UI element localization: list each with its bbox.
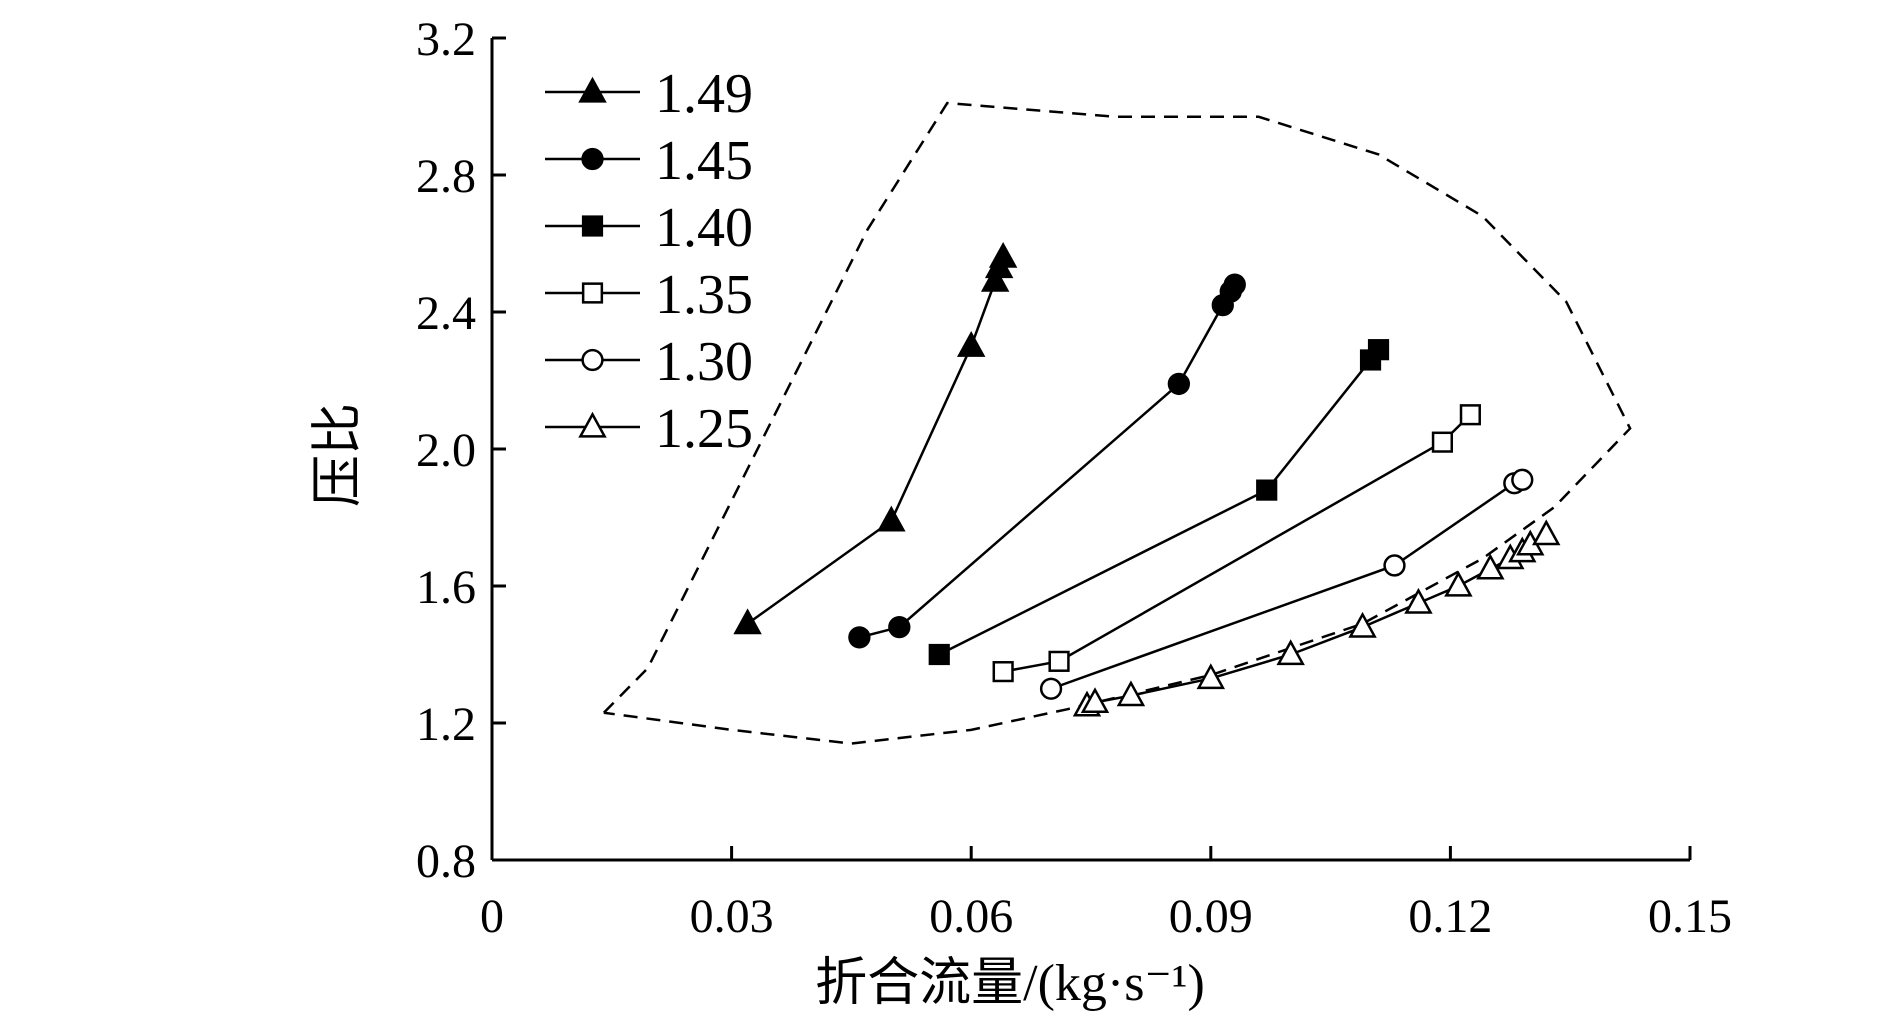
data-point [992,661,1014,683]
data-point [1367,339,1390,361]
series-1.25 [1072,519,1561,717]
data-point [1532,519,1561,546]
x-ticks: 0 0.03 0.06 0.09 0.12 0.15 [480,846,1732,943]
legend-item: 1.30 [545,331,753,393]
y-ticks: 0.8 1.2 1.6 2.0 2.4 2.8 3.2 [416,13,506,888]
y-tick-label: 0.8 [416,835,476,888]
legend-marker [578,76,607,103]
legend-marker [578,411,607,438]
legend-label: 1.25 [655,398,753,460]
legend-item: 1.45 [545,130,753,192]
legend-marker [581,215,604,237]
series-line [859,283,1236,639]
legend-marker [581,282,604,304]
data-point [1459,404,1481,426]
y-tick-label: 3.2 [416,13,476,66]
legend-label: 1.40 [655,197,753,259]
legend-item: 1.25 [545,398,753,460]
data-point [1444,570,1473,597]
x-tick-label: 0.09 [1169,890,1253,943]
y-axis-title: 压比 [310,403,367,507]
data-point [888,615,911,639]
data-point [1256,479,1278,501]
legend-label: 1.45 [655,130,753,192]
series-1.49 [733,241,1018,635]
data-point [1167,372,1191,396]
data-point [980,265,1010,292]
x-tick-label: 0.12 [1408,890,1492,943]
data-point [988,241,1018,268]
series-line [938,348,1380,656]
y-tick-label: 2.0 [416,424,476,477]
legend-marker [581,147,604,171]
data-point [1383,554,1406,577]
legend: 1.491.451.401.351.301.25 [545,63,753,460]
data-point [928,643,950,666]
y-tick-label: 2.8 [416,150,476,203]
x-tick-label: 0.06 [929,890,1013,943]
legend-marker [581,348,604,372]
x-tick-label: 0.03 [690,890,774,943]
series-1.30 [1039,468,1534,700]
legend-item: 1.35 [545,264,753,326]
data-point [1476,553,1505,580]
legend-label: 1.35 [655,264,753,326]
legend-label: 1.30 [655,331,753,393]
series-1.35 [992,404,1481,683]
data-point [848,626,871,649]
series-1.45 [848,273,1246,649]
series-1.40 [928,339,1390,666]
legend-item: 1.40 [545,197,753,259]
legend-label: 1.49 [655,63,753,125]
envelope-layer [602,101,1632,745]
x-tick-label: 0 [480,890,504,943]
y-tick-label: 1.2 [416,698,476,751]
x-tick-label: 0.15 [1648,890,1732,943]
data-point [1039,677,1063,700]
data-point [733,608,762,635]
data-point [1511,468,1534,491]
data-point [1276,639,1305,666]
plot-area: 0 0.03 0.06 0.09 0.12 0.15 0.8 1.2 1.6 2.0 2.4 2.8… [416,13,1732,943]
data-point [956,331,986,357]
data-point [1080,687,1110,714]
y-tick-label: 1.6 [416,561,476,614]
series-line [1002,413,1472,673]
legend-item: 1.49 [545,63,753,125]
data-point [1223,273,1246,296]
data-point [1196,663,1226,690]
x-axis-title: 折合流量/(kg·s⁻¹) [815,955,1205,1012]
series-layer [733,241,1561,717]
data-point [1404,587,1433,614]
envelope-boundary-line [602,101,1632,745]
data-point [1116,680,1146,707]
data-point [1048,650,1070,672]
data-point [877,505,906,532]
y-tick-label: 2.4 [416,287,476,340]
data-point [1348,611,1377,638]
data-point [1431,431,1454,453]
